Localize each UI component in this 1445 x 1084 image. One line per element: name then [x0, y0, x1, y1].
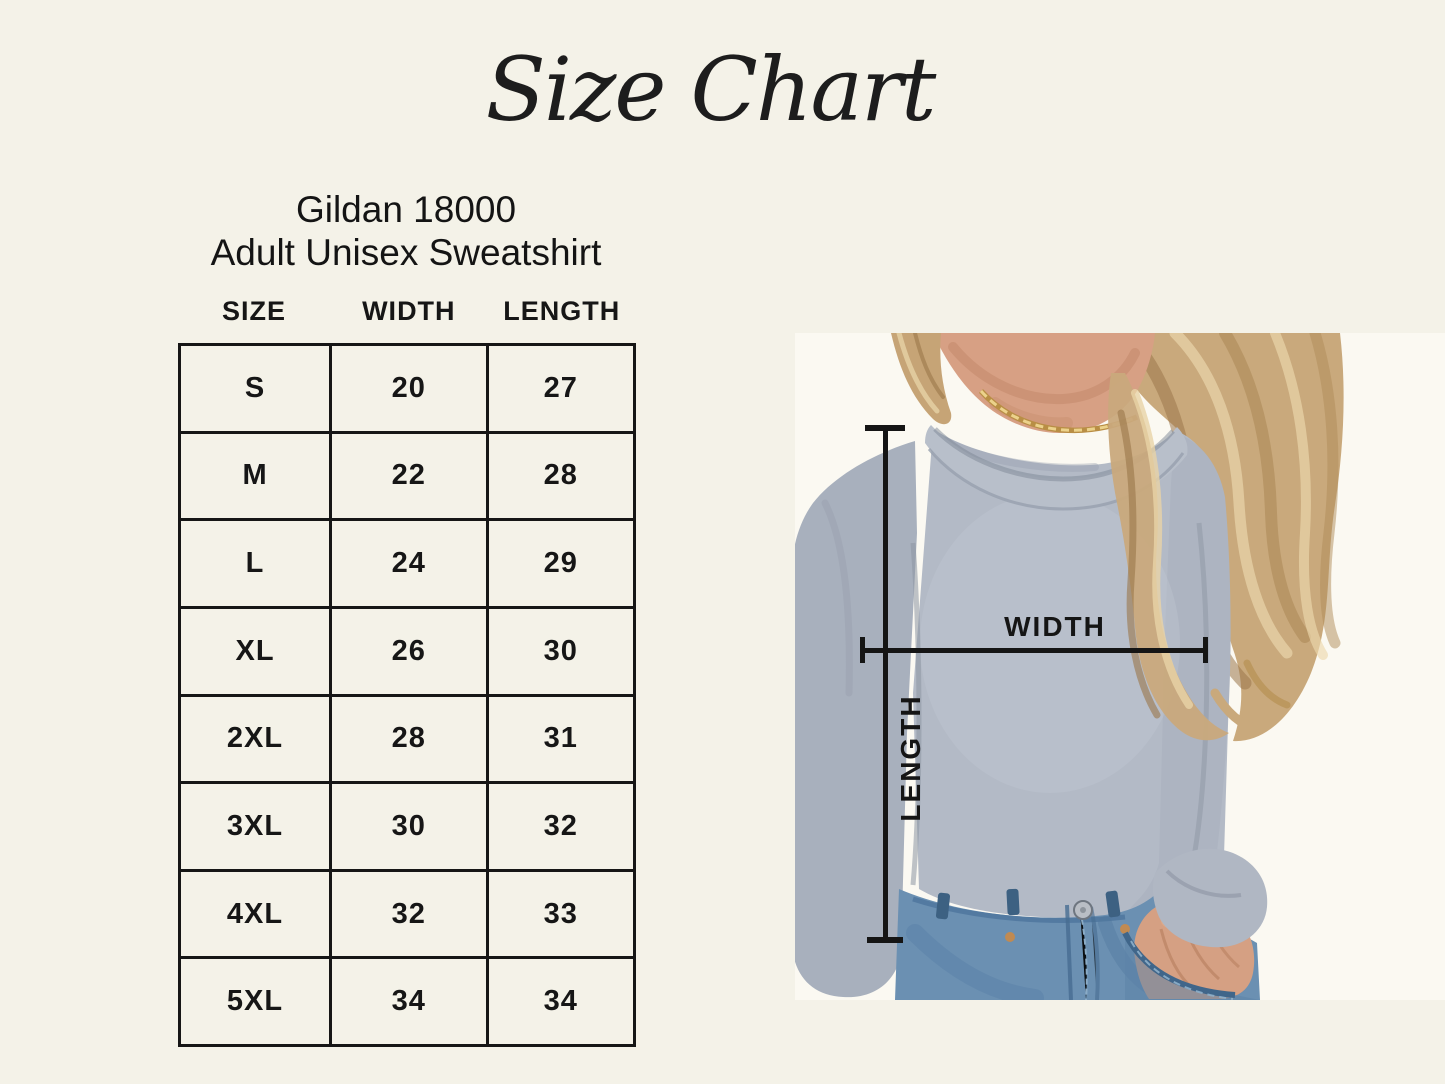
- width-cell: 26: [329, 605, 489, 697]
- length-line-bottom-cap: [867, 937, 903, 943]
- length-cell: 31: [485, 693, 637, 785]
- width-line-right-cap: [1203, 637, 1208, 663]
- length-cell: 28: [485, 430, 637, 522]
- table-row: 4XL 32 33: [177, 868, 637, 960]
- size-cell: L: [177, 518, 333, 609]
- width-cell: 24: [329, 518, 489, 609]
- size-cell: 4XL: [177, 868, 333, 960]
- table-row: 3XL 30 32: [177, 781, 637, 872]
- length-cell: 33: [485, 868, 637, 960]
- length-cell: 27: [485, 343, 637, 434]
- table-row: L 24 29: [177, 518, 637, 609]
- size-table: S 20 27 M 22 28 L 24 29 XL 26 30 2XL 28: [177, 343, 637, 1047]
- page-title: Size Chart: [485, 38, 937, 141]
- size-cell: M: [177, 430, 333, 522]
- product-name-line2: Adult Unisex Sweatshirt: [210, 232, 602, 273]
- width-line-left-cap: [860, 637, 865, 663]
- width-cell: 34: [329, 956, 489, 1047]
- width-cell: 32: [329, 868, 489, 960]
- size-cell: S: [177, 343, 333, 434]
- width-cell: 22: [329, 430, 489, 522]
- length-measure-line: [883, 428, 888, 943]
- product-name-line1: Gildan 18000: [295, 189, 517, 230]
- sweatshirt-photo: WIDTH LENGTH: [795, 333, 1445, 1000]
- table-row: 2XL 28 31: [177, 693, 637, 785]
- width-measure-label: WIDTH: [1004, 611, 1106, 642]
- length-cell: 34: [485, 956, 637, 1047]
- length-cell: 29: [485, 518, 637, 609]
- model-illustration: [795, 333, 1445, 1000]
- table-row: 5XL 34 34: [177, 956, 637, 1047]
- table-column-headers: SIZE WIDTH LENGTH: [178, 296, 636, 327]
- jeans-pocket: [1122, 931, 1260, 1000]
- size-cell: XL: [177, 605, 333, 697]
- table-row: S 20 27: [177, 343, 637, 434]
- table-row: M 22 28: [177, 430, 637, 522]
- width-measure-line: [862, 648, 1207, 653]
- width-cell: 28: [329, 693, 489, 785]
- size-cell: 3XL: [177, 781, 333, 872]
- product-name: Gildan 18000 Adult Unisex Sweatshirt: [106, 188, 706, 274]
- length-cell: 32: [485, 781, 637, 872]
- header-width: WIDTH: [362, 296, 456, 326]
- length-measure-label: LENGTH: [895, 694, 926, 822]
- length-line-top-cap: [865, 425, 905, 431]
- size-cell: 2XL: [177, 693, 333, 785]
- sleeve-cuff: [1152, 848, 1268, 948]
- length-cell: 30: [485, 605, 637, 697]
- hair-left-strand: [891, 333, 952, 425]
- header-size: SIZE: [222, 296, 287, 326]
- width-cell: 20: [329, 343, 489, 434]
- size-cell: 5XL: [177, 956, 333, 1047]
- header-length: LENGTH: [503, 296, 621, 326]
- table-row: XL 26 30: [177, 605, 637, 697]
- width-cell: 30: [329, 781, 489, 872]
